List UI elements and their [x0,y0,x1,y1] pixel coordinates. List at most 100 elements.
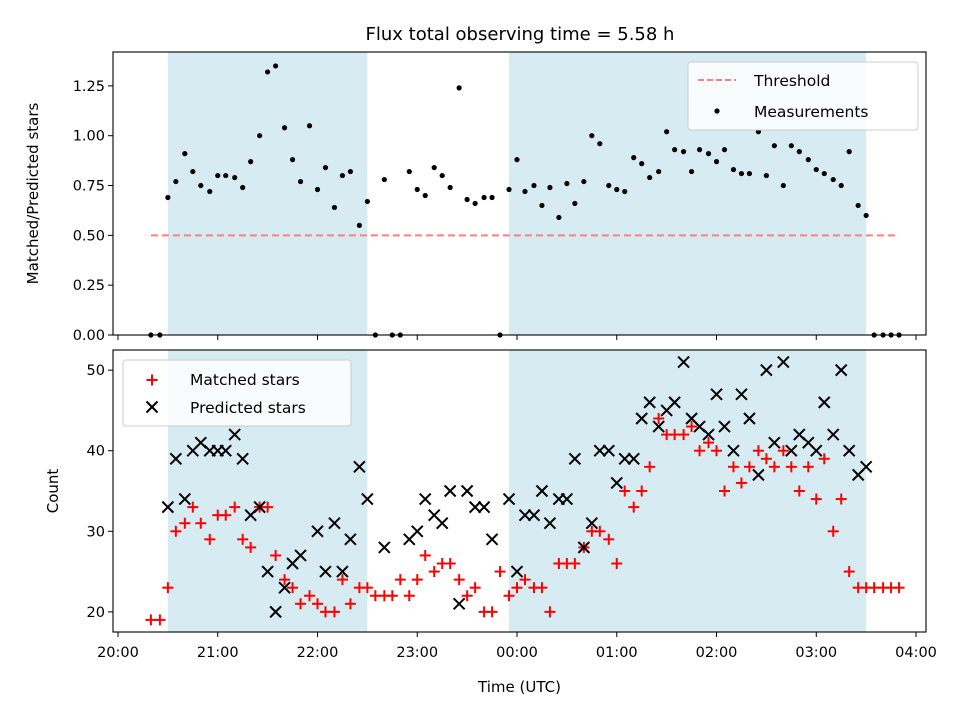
measurement-point [306,123,313,129]
measurement-point [207,188,213,195]
matched-point [569,558,581,570]
x-stroke [793,428,806,441]
legend-plus [146,374,158,386]
matched-point [843,566,855,578]
predicted-point [502,492,516,506]
predicted-point [411,525,424,538]
x-stroke [668,396,681,409]
measurement-point [439,172,445,179]
x-stroke [485,533,499,546]
x-stroke [802,436,815,449]
predicted-point [710,388,723,401]
measurement-point [664,129,670,135]
measurement-point [614,186,620,193]
x-stroke [835,363,848,377]
measurement-point [581,178,587,185]
chart-title: Flux total observing time = 5.58 h [366,24,675,45]
measurement-point [656,168,662,175]
matched-point [453,574,465,586]
measurement-point [680,149,687,155]
matched-point [777,445,789,457]
matched-point [760,453,772,465]
predicted-point [810,444,823,457]
matched-point [262,501,274,513]
measurement-point [763,172,769,179]
x-stroke [253,500,266,514]
observing-band [167,52,368,335]
x-stroke [685,412,698,425]
measurement-point [422,192,428,199]
measurement-point [647,174,653,181]
predicted-point [477,500,491,514]
predicted-point [361,492,374,506]
predicted-point [777,355,790,369]
ratio-panel: 0.00 0.25 0.50 0.75 1.00 1.25 Matched/Predict… [24,51,927,344]
measurement-point [688,168,695,175]
matched-point [718,485,730,497]
predicted-point [577,541,591,554]
matched-point [785,461,797,473]
predicted-point [452,597,466,611]
y-tick-label: 1.25 [73,79,105,95]
x-stroke [435,517,449,530]
predicted-point [169,452,183,465]
matched-point [394,574,406,586]
x-tick-label: 04:00 [895,645,937,661]
measurement-point [364,198,370,205]
x-stroke [510,565,524,578]
predicted-point [543,517,557,530]
measurement-point [297,178,304,185]
measurement-point [780,182,786,189]
predicted-point [560,492,574,506]
predicted-point [743,412,756,425]
x-stroke [460,484,474,498]
x-tick-label: 00:00 [496,645,538,661]
predicted-point [727,444,740,457]
count-legend-box [122,359,352,427]
measurement-point [464,196,470,203]
x-stroke [585,517,599,530]
measurement-point [805,157,811,163]
matched-point [619,485,631,497]
measurement-point [265,69,271,75]
measurement-point [863,212,869,219]
predicted-point [236,452,249,465]
matched-point [229,501,241,513]
predicted-point [585,517,599,530]
x-stroke [452,597,466,611]
matched-point [611,558,623,570]
matched-point [279,574,291,586]
measurement-point [788,143,794,149]
matched-point [328,606,340,618]
predicted-point [311,525,324,538]
matched-point [752,445,764,457]
measurement-point [564,180,570,187]
ratio-legend: Threshold Measurements [687,61,919,131]
matched-point [419,549,431,561]
predicted-point [178,492,192,506]
x-stroke [361,492,374,506]
predicted-point [336,565,349,578]
predicted-point [768,436,781,449]
x-stroke [610,476,623,490]
predicted-point [643,396,656,409]
ratio-y-axis-label: Matched/Predicted stars [24,103,42,285]
measurement-point [514,157,520,163]
count-panel-frame [112,349,927,633]
matched-point [743,461,755,473]
matched-point [469,582,481,594]
x-stroke [336,565,349,578]
predicted-point [668,396,681,409]
x-stroke [810,444,823,457]
matched-point [336,574,348,586]
predicted-point [602,444,615,457]
x-stroke [842,444,856,457]
matched-point [686,421,698,433]
matched-point [793,485,805,497]
predicted-point [443,484,457,498]
measurement-point [447,184,453,191]
x-stroke [219,444,232,457]
count-panel: 20 30 40 50 20:00 21:00 22:00 23:00 00:00 01:00 0… [44,349,937,696]
x-stroke [618,452,631,465]
